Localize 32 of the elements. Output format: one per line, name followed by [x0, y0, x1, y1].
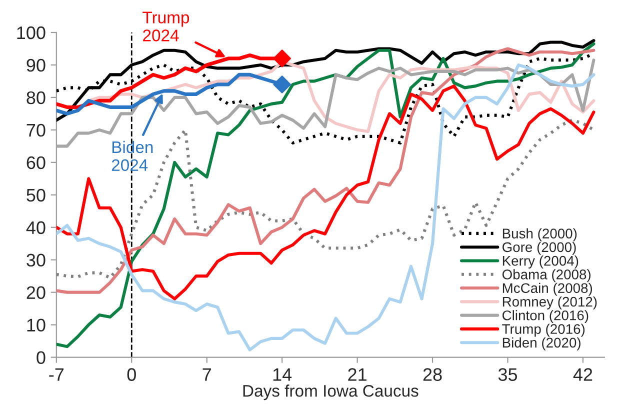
y-tick-label: 70 [26, 124, 46, 137]
legend-label: Clinton (2016) [502, 310, 588, 324]
x-tick-label: 7 [202, 368, 211, 381]
x-tick-label: -7 [49, 368, 64, 381]
x-tick-label: 14 [273, 368, 292, 381]
legend-label: McCain (2008) [502, 282, 592, 296]
text: Biden 2024 [112, 140, 153, 172]
legend-label: Gore (2000) [502, 242, 576, 255]
y-tick-label: 20 [26, 286, 46, 300]
x-axis-title: Days from Iowa Caucus [243, 384, 418, 400]
x-tick-label: 0 [127, 368, 136, 381]
legend-label: Kerry (2004) [502, 256, 578, 268]
y-tick-label: 80 [26, 91, 46, 104]
y-tick-label: 100 [17, 26, 46, 40]
series-label: Trump 2024 [142, 12, 190, 42]
y-tick-label: 90 [26, 58, 46, 72]
legend-label: Trump (2016) [502, 324, 585, 337]
y-tick-label: 60 [26, 156, 46, 170]
line-series [56, 47, 596, 294]
y-tick-label: 30 [26, 254, 46, 267]
legend-label: Romney (2012) [502, 296, 597, 310]
x-tick-label: 21 [348, 368, 366, 381]
x-tick-label: 42 [573, 368, 592, 381]
legend-label: Obama (2008) [502, 269, 590, 282]
legend-label: Bush (2000) [502, 228, 577, 242]
y-tick-label: 10 [27, 318, 46, 332]
legend-label: Biden (2020) [502, 337, 580, 350]
x-tick-label: 28 [423, 368, 442, 381]
x-tick-label: 35 [498, 368, 518, 381]
y-tick-label: 0 [36, 351, 46, 364]
y-tick-label: 50 [26, 188, 46, 202]
y-tick-label: 40 [26, 221, 46, 234]
